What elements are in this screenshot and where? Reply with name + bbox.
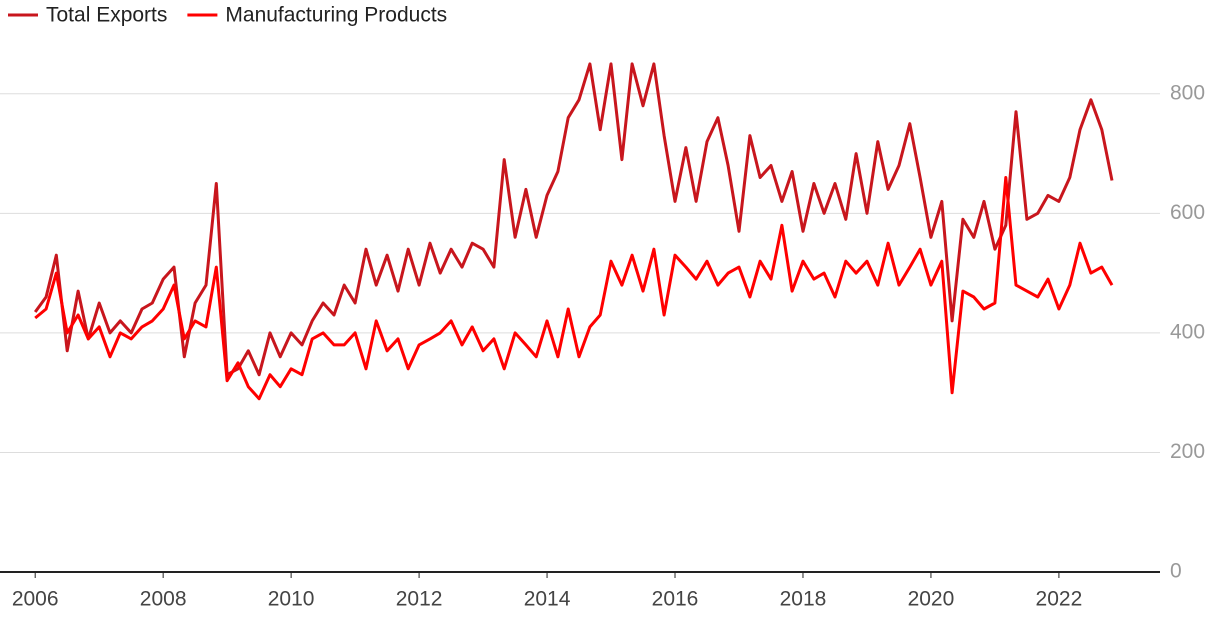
x-tick-label: 2014	[524, 588, 571, 611]
x-tick-label: 2022	[1036, 588, 1083, 611]
x-tick-label: 2006	[12, 588, 59, 611]
x-tick-label: 2012	[396, 588, 443, 611]
x-tick-label: 2018	[780, 588, 827, 611]
legend-label: Total Exports	[46, 4, 167, 27]
x-tick-label: 2016	[652, 588, 699, 611]
y-tick-label: 0	[1170, 560, 1182, 583]
y-tick-label: 800	[1170, 81, 1205, 104]
legend-label: Manufacturing Products	[225, 4, 447, 27]
series-line	[34, 176, 1114, 401]
series-line	[33, 62, 1114, 377]
y-tick-label: 600	[1170, 201, 1205, 224]
y-tick-label: 400	[1170, 320, 1205, 343]
x-tick-label: 2008	[140, 588, 187, 611]
x-tick-label: 2020	[908, 588, 955, 611]
y-tick-label: 200	[1170, 440, 1205, 463]
x-tick-label: 2010	[268, 588, 315, 611]
